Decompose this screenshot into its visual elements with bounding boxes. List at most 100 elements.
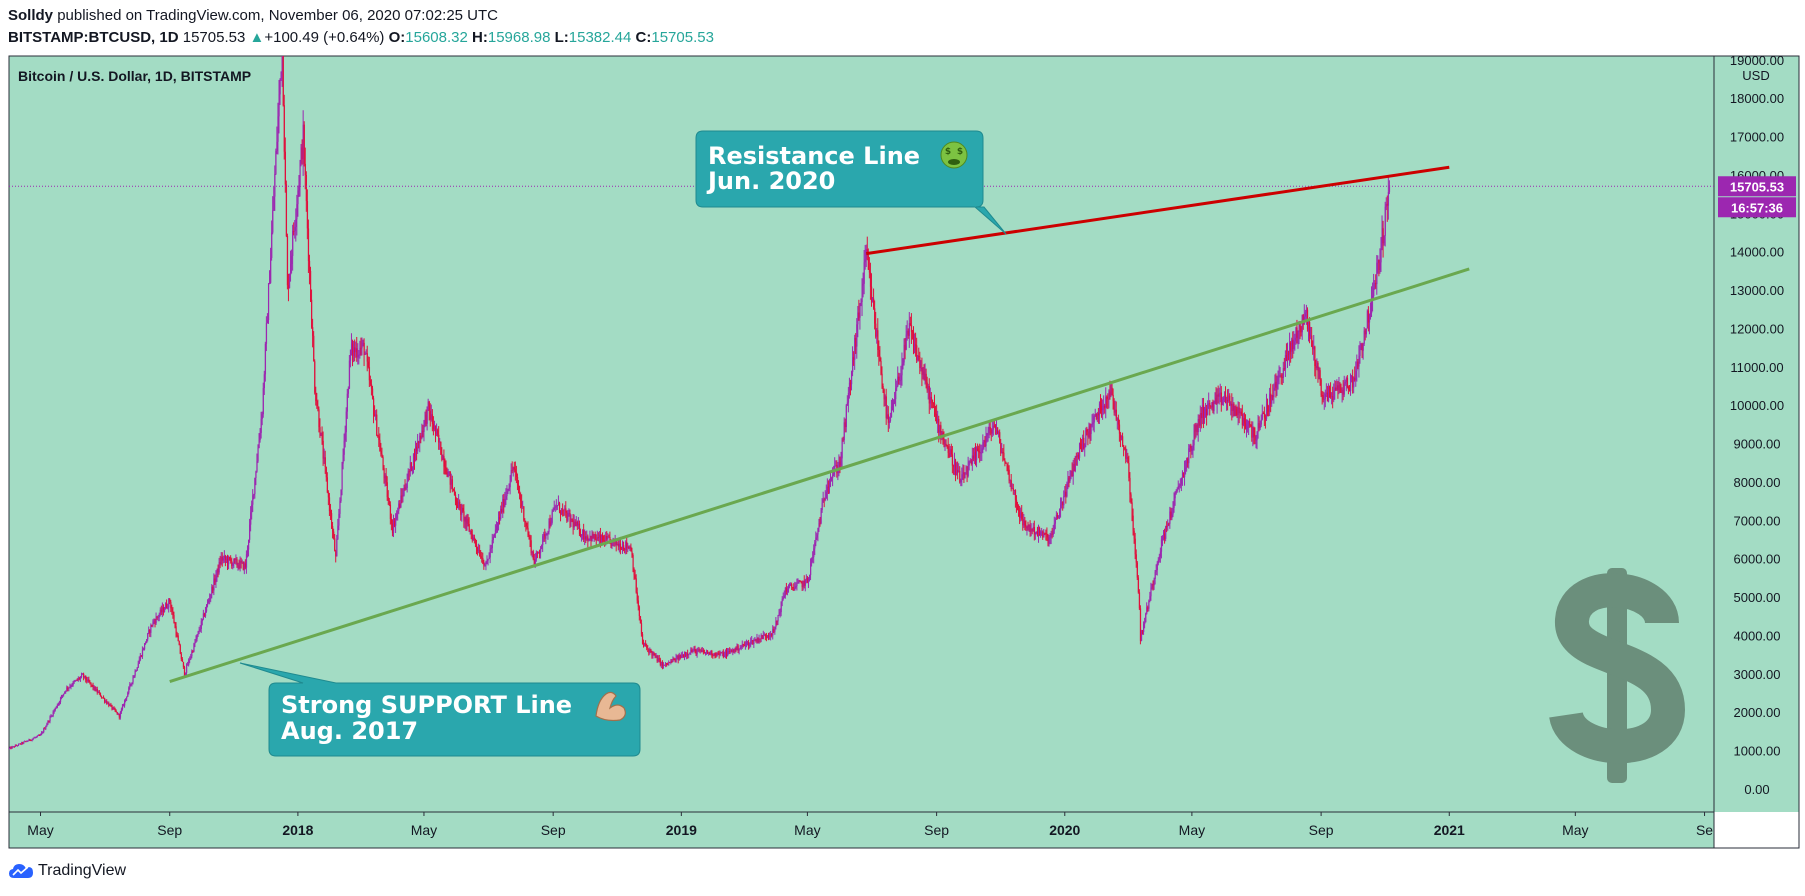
candle-body — [99, 692, 102, 697]
candle-body — [1074, 456, 1076, 472]
y-tick-label: 9000.00 — [1734, 437, 1781, 452]
candle-body — [632, 555, 634, 570]
candle-body — [930, 396, 933, 400]
candle-body — [287, 285, 290, 289]
time-axis[interactable] — [9, 812, 1714, 848]
candle-body — [423, 420, 425, 432]
candle-body — [1217, 394, 1219, 397]
candle-body — [865, 249, 867, 260]
candle-body — [1298, 323, 1300, 332]
candle-body — [481, 557, 483, 559]
candle-body — [1104, 405, 1106, 408]
candle-body — [374, 414, 376, 417]
last-price: 15705.53 — [182, 29, 246, 46]
candle-body — [240, 561, 242, 563]
candle-body — [406, 481, 408, 488]
candle-body — [483, 563, 485, 566]
candle-body — [983, 440, 985, 443]
candle-body — [265, 323, 268, 344]
candle-body — [13, 746, 15, 748]
support-callout[interactable]: Strong SUPPORT Line Aug. 2017 — [239, 662, 641, 757]
candle-body — [387, 497, 389, 501]
candle-body — [1388, 185, 1391, 193]
candle-body — [709, 652, 711, 655]
candle-body — [446, 473, 448, 477]
candle-body — [465, 517, 467, 524]
candle-body — [959, 470, 961, 483]
candle-body — [307, 228, 310, 261]
candle-body — [85, 675, 87, 680]
candle-body — [496, 524, 499, 527]
candle-body — [438, 434, 440, 443]
candle-body — [1087, 431, 1089, 438]
candle-body — [948, 453, 950, 458]
candle-body — [258, 440, 260, 449]
candle-body — [499, 517, 501, 519]
candle-body — [313, 335, 315, 362]
candle-body — [1212, 402, 1214, 412]
candle-body — [1176, 489, 1178, 492]
candle-body — [1124, 447, 1126, 449]
candle-body — [827, 486, 830, 488]
candle-body — [184, 672, 187, 677]
candle-body — [1026, 526, 1028, 529]
candle-body — [832, 474, 834, 478]
candle-body — [960, 479, 962, 483]
candle-body — [1339, 384, 1341, 389]
candle-body — [816, 534, 818, 538]
support-trendline[interactable] — [169, 267, 1470, 683]
candle-body — [1347, 387, 1350, 390]
candle-body — [781, 598, 783, 602]
resistance-callout[interactable]: Resistance Line Jun. 2020 $ $ — [695, 130, 1007, 235]
candle-body — [417, 441, 419, 452]
candle-body — [713, 653, 715, 656]
candle-body — [371, 388, 374, 399]
author-name[interactable]: Solldy — [8, 7, 54, 24]
resistance-trendline[interactable] — [866, 165, 1450, 256]
candle-body — [430, 414, 433, 420]
candle-body — [1116, 418, 1119, 420]
candle-body — [74, 680, 76, 682]
x-tick-label: May — [411, 822, 437, 838]
candle-body — [1383, 235, 1385, 244]
candle-body — [22, 742, 24, 744]
candle-body — [448, 471, 450, 473]
candle-body — [84, 675, 86, 678]
candle-body — [1144, 622, 1146, 625]
candle-body — [907, 330, 909, 336]
candle-body — [557, 502, 560, 506]
tradingview-branding[interactable]: TradingView — [8, 862, 126, 880]
candle-body — [47, 720, 49, 725]
candle-body — [1233, 404, 1235, 416]
candle-body — [885, 396, 887, 419]
candle-body — [660, 661, 663, 666]
candle-body — [1250, 424, 1252, 427]
candle-body — [342, 454, 344, 464]
candle-body — [218, 561, 220, 573]
candle-body — [825, 492, 828, 499]
candle-body — [356, 348, 358, 358]
candle-body — [451, 479, 454, 489]
candle-body — [600, 535, 603, 542]
candle-body — [962, 472, 964, 475]
candle-body — [509, 481, 511, 488]
candle-body — [1148, 600, 1150, 609]
candle-body — [574, 521, 576, 527]
candle-body — [1129, 477, 1131, 495]
candle-body — [368, 367, 371, 381]
candle-body — [679, 655, 681, 659]
candle-body — [1011, 488, 1013, 490]
candle-body — [842, 439, 844, 441]
candle-body — [1049, 537, 1051, 538]
candle-body — [1286, 353, 1289, 361]
close-label: C: — [635, 29, 652, 46]
candle-body — [320, 432, 322, 436]
x-tick-label: 2021 — [1434, 822, 1465, 838]
candle-body — [269, 282, 271, 285]
candle-body — [159, 609, 161, 615]
candle-body — [563, 509, 565, 511]
candle-body — [1254, 436, 1256, 441]
candle-body — [403, 487, 405, 496]
candle-body — [835, 465, 837, 467]
